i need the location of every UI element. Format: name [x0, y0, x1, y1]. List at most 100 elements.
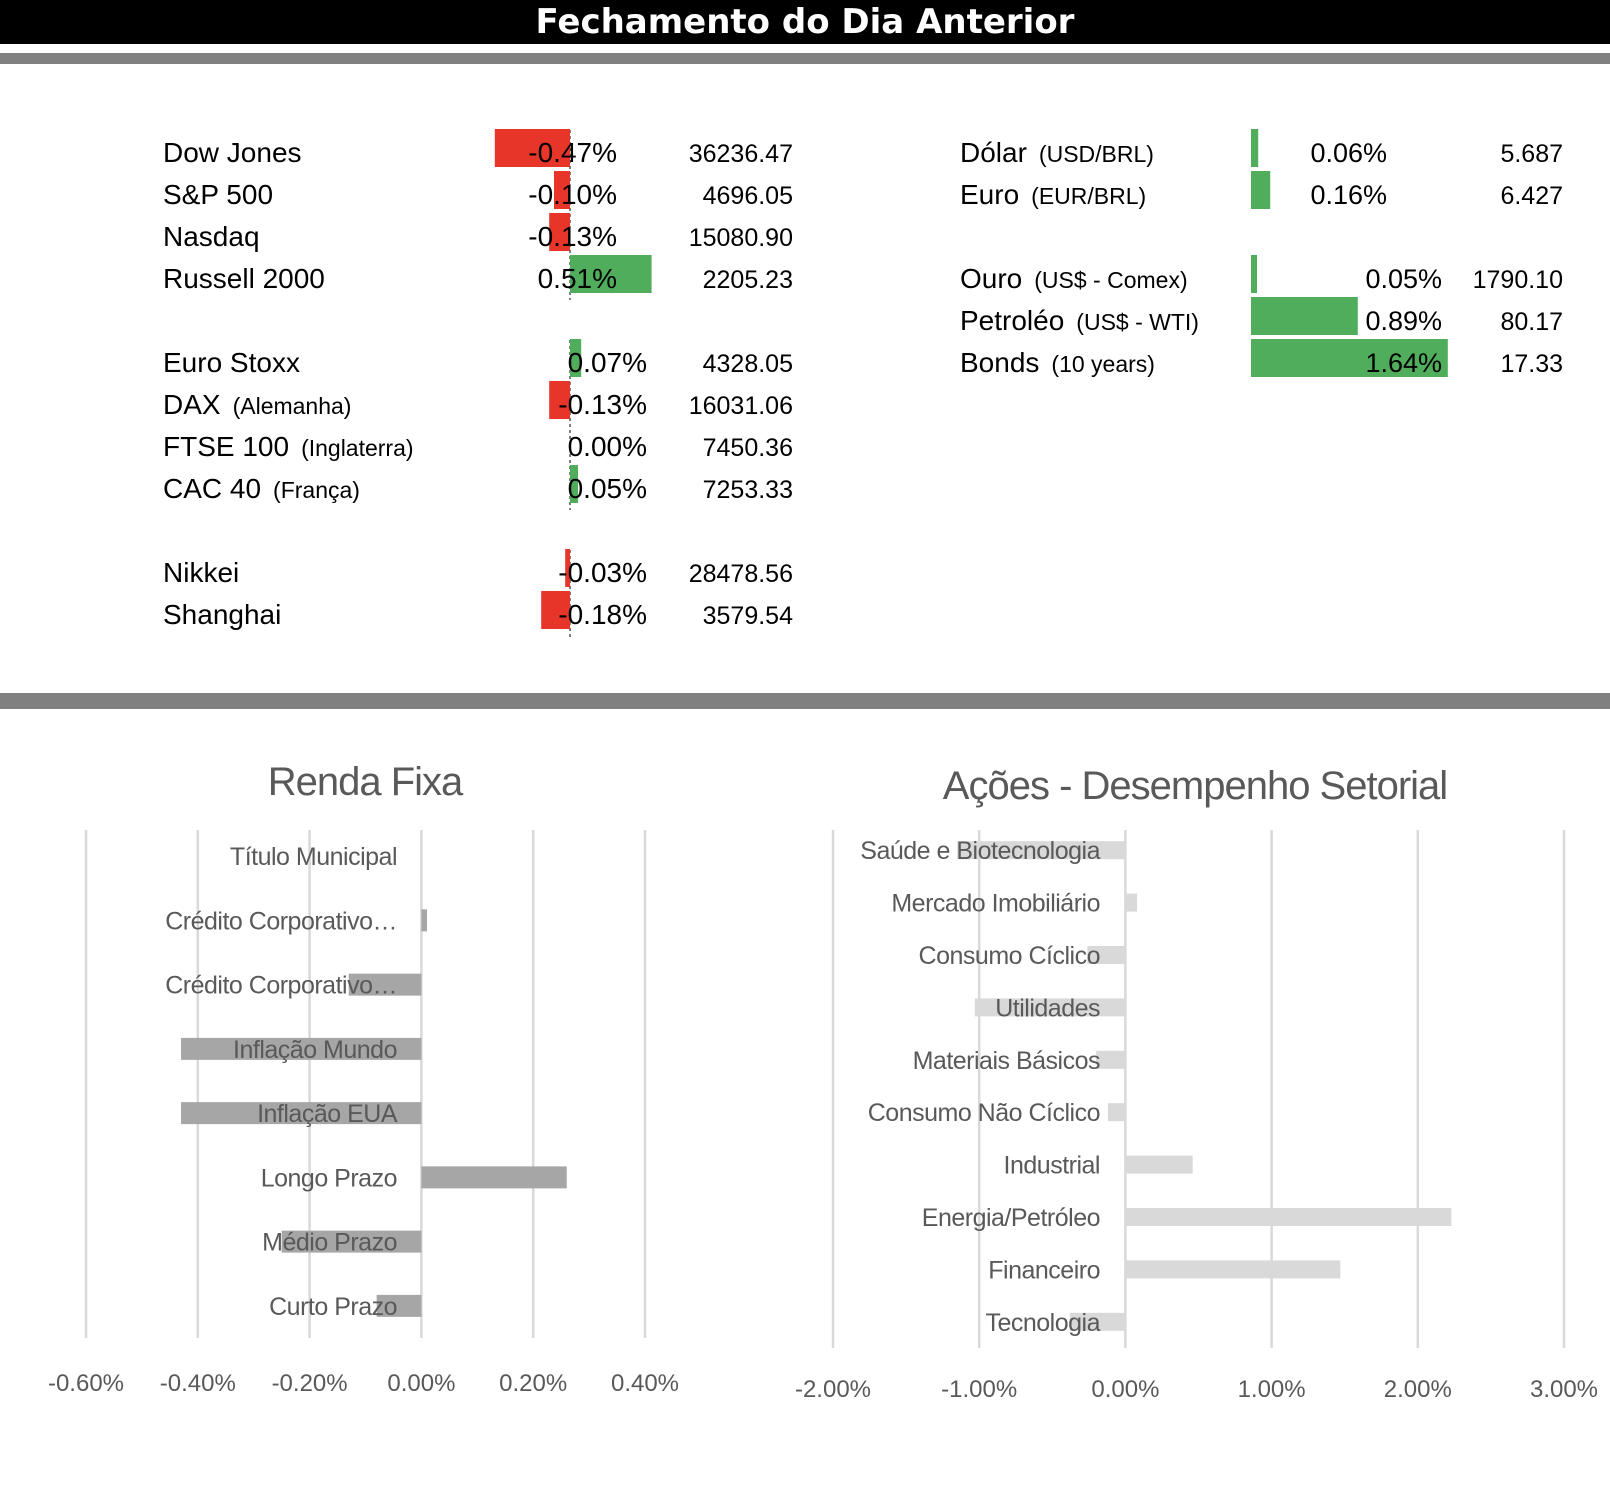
quote-pct: -0.10% [528, 179, 617, 210]
renda-fixa-chart: -0.60% -0.40% -0.20% 0.00% 0.20% 0.40% Título … [48, 830, 679, 1397]
x-tick-label: -0.20% [272, 1370, 348, 1397]
quote-value: 6.427 [1500, 182, 1563, 210]
quote-label: S&P 500 [163, 179, 273, 210]
quote-bar [554, 171, 570, 209]
quote-name: Bonds (10 years) [960, 347, 1155, 378]
quote-value: 4696.05 [703, 182, 793, 210]
quote-label: Petroléo [960, 305, 1064, 336]
x-tick-label: 0.40% [611, 1370, 679, 1397]
quotes-panel: Dow Jones -0.47% 36236.47 S&P 500 -0.10% 4696… [163, 129, 1563, 640]
quote-pct: 1.64% [1365, 348, 1442, 378]
bar [974, 998, 1126, 1017]
quote-name: DAX (Alemanha) [163, 389, 351, 420]
quote-value: 3579.54 [703, 602, 793, 630]
quote-pct: -0.13% [558, 389, 647, 420]
quote-pct: 0.07% [568, 347, 647, 378]
category-label: Curto Prazo [269, 1293, 397, 1321]
middle-divider [0, 693, 1610, 709]
renda-fixa-title: Renda Fixa [267, 760, 464, 804]
bar [1125, 1260, 1341, 1279]
bar [348, 973, 422, 996]
bar [1125, 893, 1138, 912]
quote-label: Euro [960, 179, 1019, 210]
bar [181, 1102, 422, 1125]
quote-bar [494, 129, 570, 167]
x-tick-label: 0.00% [387, 1370, 455, 1397]
bar [281, 1230, 422, 1253]
quote-pct: 0.05% [1365, 264, 1442, 294]
category-label: Consumo Não Cíclico [868, 1099, 1100, 1127]
quote-bar [549, 213, 570, 251]
category-label: Industrial [1004, 1152, 1100, 1180]
quote-pct: -0.03% [558, 557, 647, 588]
bar [1125, 1208, 1452, 1226]
quote-label: Nikkei [163, 557, 239, 588]
category-label: Título Municipal [230, 843, 397, 871]
x-tick-label: 1.00% [1238, 1376, 1306, 1400]
bar [421, 1166, 567, 1189]
quotes-right: Dólar (USD/BRL) 0.06% 5.687 Euro (EUR/BRL) 0.1… [960, 129, 1563, 378]
quote-name: Nikkei [163, 557, 239, 588]
category-label: Crédito Corporativo… [165, 972, 397, 1000]
quote-pct: -0.18% [558, 599, 647, 630]
quote-label: Euro Stoxx [163, 347, 300, 378]
quote-label: Nasdaq [163, 221, 260, 252]
quote-bar [570, 339, 582, 377]
quote-bar [1251, 255, 1257, 293]
quote-value: 1790.10 [1473, 266, 1563, 294]
top-divider [0, 53, 1610, 64]
category-label: Médio Prazo [262, 1229, 397, 1257]
quote-name: Shanghai [163, 599, 281, 630]
quote-value: 5.687 [1500, 140, 1563, 168]
bar [957, 841, 1126, 860]
category-label: Inflação EUA [257, 1100, 398, 1128]
quote-name: Dólar (USD/BRL) [960, 137, 1154, 168]
quote-value: 36236.47 [689, 140, 793, 168]
page-title: Fechamento do Dia Anterior [535, 2, 1075, 42]
quote-bar [549, 381, 570, 419]
quote-sub: (Inglaterra) [301, 435, 413, 461]
category-label: Materiais Básicos [913, 1047, 1100, 1075]
quote-value: 2205.23 [703, 266, 793, 294]
quote-name: FTSE 100 (Inglaterra) [163, 431, 414, 462]
x-tick-label: -0.60% [48, 1370, 124, 1397]
quote-label: Dólar [960, 137, 1027, 168]
quote-label: CAC 40 [163, 473, 261, 504]
quote-label: Shanghai [163, 599, 281, 630]
x-tick-label: -2.00% [795, 1376, 871, 1400]
quote-value: 17.33 [1500, 350, 1563, 378]
x-tick-label: 2.00% [1384, 1376, 1452, 1400]
quote-name: Russell 2000 [163, 263, 325, 294]
quote-pct: -0.13% [528, 221, 617, 252]
category-label: Consumo Cíclico [919, 942, 1100, 970]
quote-pct: 0.00% [568, 431, 647, 462]
quote-sub: (EUR/BRL) [1031, 183, 1146, 209]
quote-bar [570, 465, 578, 503]
quote-pct: -0.47% [528, 137, 617, 168]
quote-value: 15080.90 [689, 224, 793, 252]
quote-value: 28478.56 [689, 560, 793, 588]
category-label: Longo Prazo [261, 1164, 397, 1192]
quote-name: Dow Jones [163, 137, 302, 168]
bar [1069, 1312, 1126, 1331]
quote-label: Russell 2000 [163, 263, 325, 294]
quote-pct: 0.06% [1310, 138, 1387, 168]
bar [1107, 1103, 1126, 1122]
bar [1087, 946, 1126, 964]
quote-label: DAX [163, 389, 221, 420]
bar [1125, 1155, 1193, 1174]
category-label: Mercado Imobiliário [891, 890, 1100, 918]
quote-sub: (10 years) [1051, 351, 1155, 377]
setorial-chart: -2.00% -1.00% 0.00% 1.00% 2.00% 3.00% Saúde e … [795, 830, 1598, 1400]
x-tick-label: 0.00% [1091, 1376, 1159, 1400]
category-label: Inflação Mundo [233, 1036, 397, 1064]
x-tick-label: -0.40% [160, 1370, 236, 1397]
quote-label: Bonds [960, 347, 1039, 378]
quote-value: 7450.36 [703, 434, 793, 462]
category-label: Financeiro [988, 1256, 1100, 1284]
quote-value: 4328.05 [703, 350, 793, 378]
quote-value: 7253.33 [703, 476, 793, 504]
quote-label: FTSE 100 [163, 431, 289, 462]
quote-name: S&P 500 [163, 179, 273, 210]
quote-label: Ouro [960, 263, 1022, 294]
